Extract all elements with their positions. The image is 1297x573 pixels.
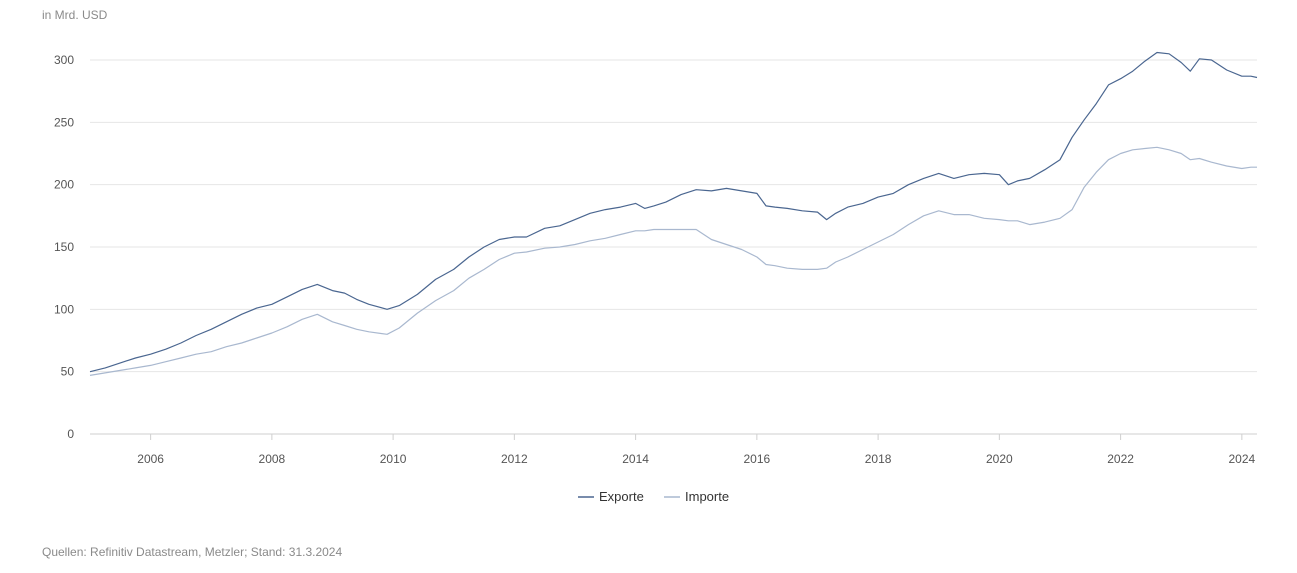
x-tick-label-2020: 2020 (986, 452, 1013, 466)
y-axis-unit-label: in Mrd. USD (42, 8, 108, 22)
y-tick-label-0: 0 (67, 427, 74, 441)
x-tick-label-2024: 2024 (1228, 452, 1255, 466)
x-tick-label-2012: 2012 (501, 452, 528, 466)
x-axis: 2006 2008 2010 2012 2014 2016 2018 2020 2022 2024 (90, 433, 1257, 466)
x-tick-label-2016: 2016 (744, 452, 771, 466)
x-tick-label-2014: 2014 (622, 452, 649, 466)
x-tick-label-2010: 2010 (380, 452, 407, 466)
y-axis-ticks: 0 50 100 150 200 250 300 (54, 53, 74, 441)
y-tick-label-200: 200 (54, 178, 74, 192)
series-line-importe (89, 146, 1257, 376)
y-tick-label-50: 50 (61, 365, 75, 379)
series-line-exporte (89, 51, 1258, 373)
source-note: Quellen: Refinitiv Datastream, Metzler; … (42, 545, 343, 559)
chart-legend: Exporte Importe (578, 489, 729, 504)
x-tick-label-2008: 2008 (259, 452, 286, 466)
chart-series-lines (89, 51, 1258, 376)
y-tick-label-150: 150 (54, 240, 74, 254)
y-tick-label-250: 250 (54, 115, 74, 129)
y-tick-label-100: 100 (54, 302, 74, 316)
x-tick-label-2006: 2006 (137, 452, 164, 466)
chart-grid (90, 59, 1257, 373)
y-tick-label-300: 300 (54, 53, 74, 67)
x-tick-label-2018: 2018 (865, 452, 892, 466)
x-tick-label-2022: 2022 (1107, 452, 1134, 466)
legend-label-exporte: Exporte (599, 489, 644, 504)
legend-label-importe: Importe (685, 489, 729, 504)
